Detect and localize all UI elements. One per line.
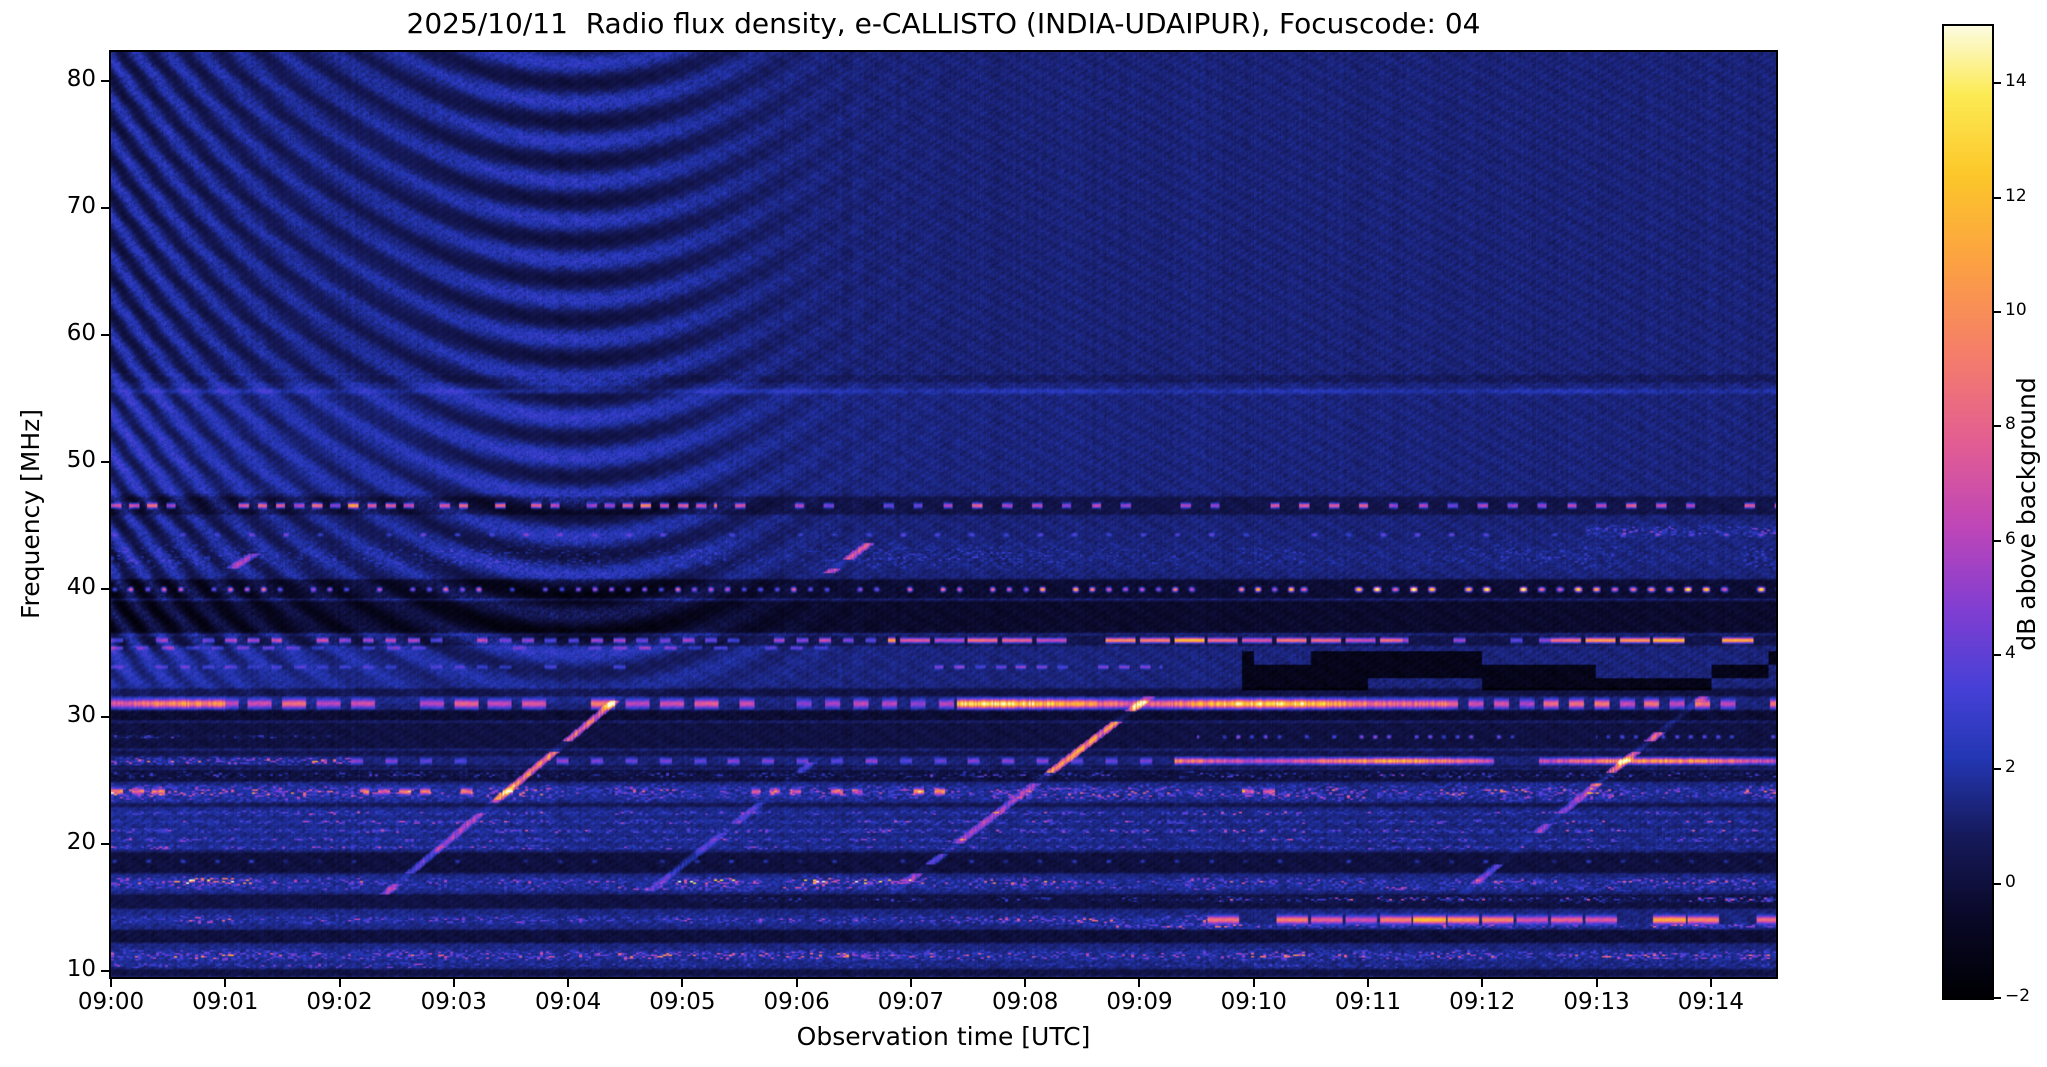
x-tick-mark xyxy=(681,979,684,987)
colorbar-tick-mark xyxy=(1994,653,2001,656)
y-tick-mark xyxy=(101,334,109,337)
y-tick-label: 50 xyxy=(66,447,96,474)
colorbar-frame xyxy=(1942,24,1994,1000)
y-tick-label: 40 xyxy=(66,574,96,601)
x-tick-label: 09:01 xyxy=(192,989,259,1015)
x-tick-label: 09:12 xyxy=(1449,989,1516,1015)
colorbar-tick-label: 10 xyxy=(2005,299,2027,320)
x-tick-label: 09:05 xyxy=(649,989,716,1015)
colorbar-tick-label: 6 xyxy=(2005,528,2016,549)
colorbar-tick-mark xyxy=(1994,882,2001,885)
x-tick-label: 09:04 xyxy=(534,989,602,1015)
y-tick-label: 70 xyxy=(66,193,96,220)
x-tick-label: 09:10 xyxy=(1220,989,1287,1015)
y-tick-label: 20 xyxy=(66,828,96,855)
x-tick-label: 09:03 xyxy=(420,989,487,1015)
x-tick-label: 09:00 xyxy=(77,989,145,1015)
y-tick-label: 30 xyxy=(66,701,96,728)
y-tick-mark xyxy=(101,207,109,210)
x-tick-label: 09:07 xyxy=(877,989,945,1015)
x-tick-label: 09:13 xyxy=(1563,989,1630,1015)
chart-title: 2025/10/11 Radio flux density, e-CALLIST… xyxy=(406,7,1481,40)
x-tick-mark xyxy=(110,979,112,987)
x-tick-mark xyxy=(1481,979,1484,987)
colorbar-tick-mark xyxy=(1994,425,2001,428)
x-tick-mark xyxy=(567,979,570,987)
colorbar-tick-mark xyxy=(1994,196,2001,199)
y-tick-label: 10 xyxy=(66,955,96,982)
x-tick-label: 09:09 xyxy=(1106,989,1173,1015)
y-tick-label: 80 xyxy=(66,66,96,93)
y-tick-mark xyxy=(101,969,109,972)
colorbar-tick-label: 2 xyxy=(2005,757,2016,778)
colorbar-tick-mark xyxy=(1994,539,2001,542)
colorbar-gradient xyxy=(1944,26,1992,998)
y-tick-mark xyxy=(101,80,109,83)
colorbar-tick-mark xyxy=(1994,310,2001,313)
x-tick-mark xyxy=(224,979,227,987)
colorbar-tick-label: −2 xyxy=(2005,986,2031,1006)
x-tick-label: 09:11 xyxy=(1334,989,1402,1015)
y-tick-mark xyxy=(101,842,109,845)
colorbar-tick-label: 14 xyxy=(2005,71,2027,92)
x-tick-mark xyxy=(909,979,912,987)
y-tick-mark xyxy=(101,461,109,464)
colorbar-tick-mark xyxy=(1994,768,2001,771)
x-tick-mark xyxy=(1595,979,1598,987)
x-tick-mark xyxy=(452,979,455,987)
x-tick-mark xyxy=(1252,979,1255,987)
colorbar-tick-mark xyxy=(1994,82,2001,85)
colorbar-tick-label: 4 xyxy=(2005,642,2016,663)
x-tick-mark xyxy=(1024,979,1027,987)
colorbar-tick-label: 12 xyxy=(2005,185,2027,206)
colorbar-tick-mark xyxy=(1994,997,2001,999)
x-axis-label: Observation time [UTC] xyxy=(796,1022,1091,1051)
colorbar-tick-label: 8 xyxy=(2005,414,2016,435)
x-tick-mark xyxy=(1138,979,1141,987)
x-tick-label: 09:06 xyxy=(763,989,830,1015)
colorbar-label: dB above background xyxy=(2012,377,2041,651)
x-tick-mark xyxy=(1367,979,1370,987)
x-tick-label: 09:08 xyxy=(992,989,1059,1015)
y-tick-mark xyxy=(101,715,109,718)
x-tick-label: 09:02 xyxy=(306,989,373,1015)
x-tick-mark xyxy=(1709,979,1712,987)
y-tick-mark xyxy=(101,588,109,591)
colorbar-tick-label: 0 xyxy=(2005,871,2016,892)
x-tick-mark xyxy=(795,979,798,987)
plot-frame xyxy=(109,50,1778,979)
spectrogram-canvas xyxy=(111,52,1776,977)
x-tick-label: 09:14 xyxy=(1677,989,1744,1015)
x-tick-mark xyxy=(338,979,341,987)
y-tick-label: 60 xyxy=(66,320,96,347)
